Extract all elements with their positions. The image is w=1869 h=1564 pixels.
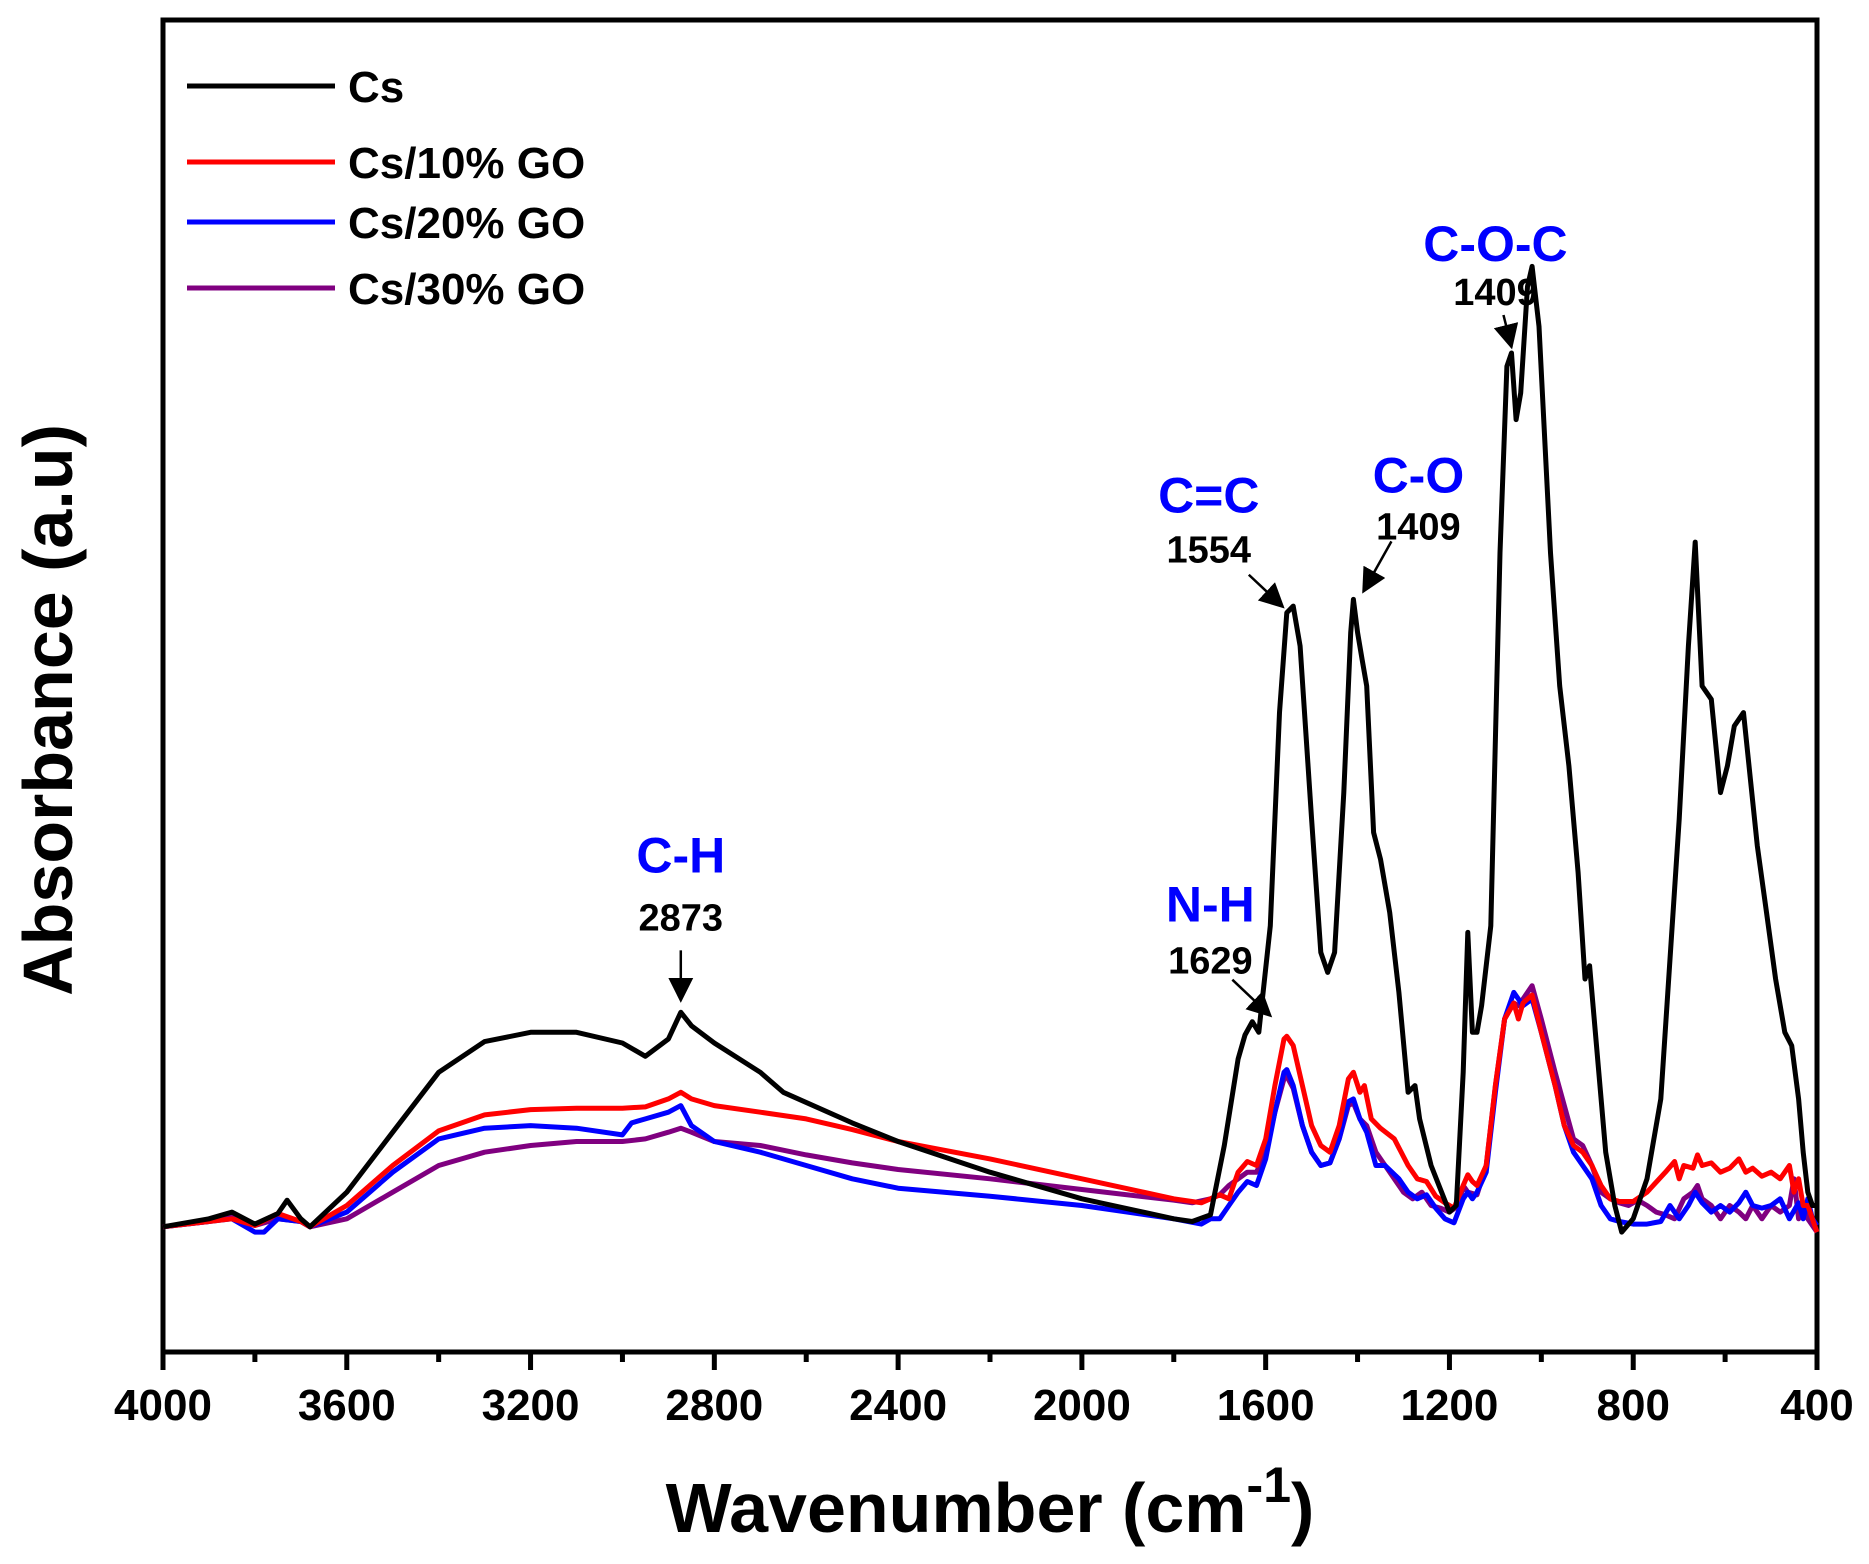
x-tick-label: 2400 — [849, 1381, 947, 1430]
x-axis-title: Wavenumber (cm-1) — [666, 1457, 1315, 1547]
x-tick-label: 2000 — [1033, 1381, 1131, 1430]
annotation-value-c-c: 1554 — [1167, 530, 1252, 572]
x-tick-label: 400 — [1780, 1381, 1853, 1430]
series-layer — [162, 263, 1820, 1235]
legend-label-cs-30-go: Cs/30% GO — [348, 265, 585, 314]
x-tick-label: 800 — [1597, 1381, 1670, 1430]
x-axis-title-sup: -1 — [1247, 1457, 1291, 1513]
annotation-value-c-o-c: 1409 — [1453, 272, 1538, 314]
annotation-group-c-o: C-O — [1373, 447, 1465, 503]
x-axis-ticks: 4000 3600 3200 2800 2400 2000 1600 1200 800 400 — [114, 1352, 1854, 1430]
x-axis-title-main: Wavenumber (cm — [666, 1469, 1247, 1547]
x-tick-label: 1600 — [1217, 1381, 1315, 1430]
series-line-cs-10-go — [162, 992, 1820, 1233]
x-tick-label: 3200 — [482, 1381, 580, 1430]
series-line-cs-30-go — [162, 983, 1820, 1234]
x-axis-title-close: ) — [1291, 1469, 1314, 1547]
legend-label-cs-20-go: Cs/20% GO — [348, 199, 585, 248]
y-axis-title: Absorbance (a.u) — [9, 424, 87, 996]
annotation-group-c-c: C=C — [1158, 468, 1259, 524]
legend-label-cs: Cs — [348, 63, 404, 112]
annotation-group-c-o-c: C-O-C — [1423, 216, 1567, 272]
annotation-arrow-n-h — [1231, 978, 1273, 1018]
annotation-arrow-c-o — [1362, 540, 1393, 594]
legend: Cs Cs/10% GO Cs/20% GO Cs/30% GO — [187, 63, 585, 314]
series-line-cs-20-go — [162, 989, 1820, 1235]
annotation-value-n-h: 1629 — [1168, 941, 1253, 983]
annotation-group-n-h: N-H — [1166, 877, 1255, 933]
x-tick-label: 4000 — [114, 1381, 212, 1430]
x-tick-label: 2800 — [665, 1381, 763, 1430]
x-tick-label: 3600 — [298, 1381, 396, 1430]
annotation-group-c-h: C-H — [636, 827, 725, 883]
annotation-arrow-c-c — [1247, 573, 1285, 609]
annotation-value-c-o: 1409 — [1376, 506, 1461, 548]
annotation-arrow-c-o-c — [1493, 314, 1519, 350]
annotation-value-c-h: 2873 — [639, 897, 724, 939]
series-line-cs — [162, 263, 1817, 1235]
x-tick-label: 1200 — [1400, 1381, 1498, 1430]
legend-label-cs-10-go: Cs/10% GO — [348, 139, 585, 188]
